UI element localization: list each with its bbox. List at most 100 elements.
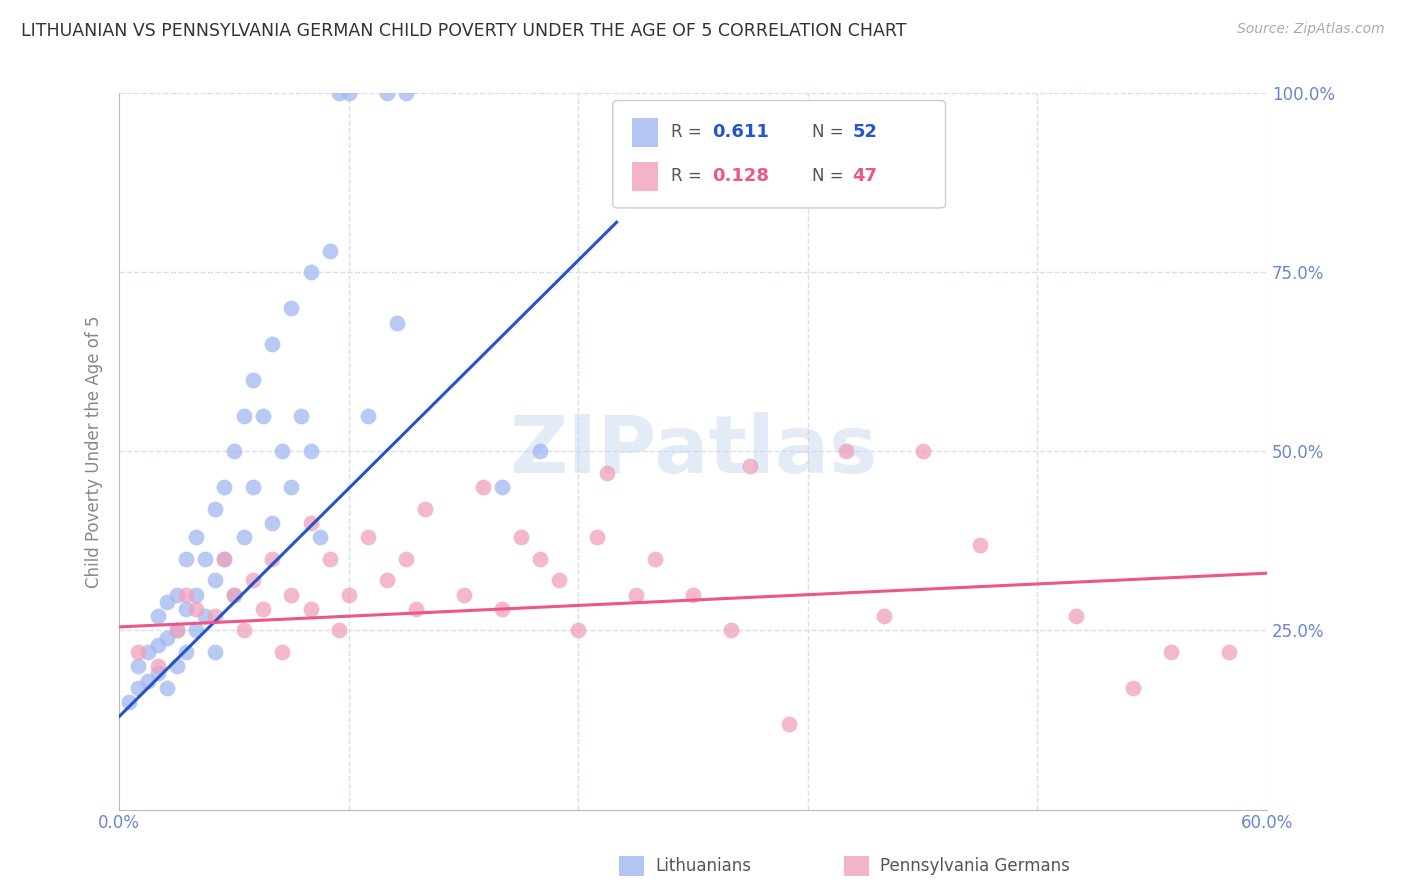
Point <box>337 588 360 602</box>
Point <box>127 681 149 695</box>
Point <box>242 574 264 588</box>
Point <box>156 595 179 609</box>
Point <box>174 588 197 602</box>
Point <box>299 444 322 458</box>
Text: Lithuanians: Lithuanians <box>655 857 751 875</box>
Point <box>510 530 533 544</box>
Point <box>194 609 217 624</box>
Point <box>214 552 236 566</box>
Point <box>184 588 207 602</box>
Text: 52: 52 <box>852 123 877 141</box>
Point <box>644 552 666 566</box>
Point <box>337 87 360 101</box>
FancyBboxPatch shape <box>613 101 946 208</box>
Text: 0.128: 0.128 <box>713 168 769 186</box>
Point <box>280 588 302 602</box>
Point <box>1064 609 1087 624</box>
Point <box>127 645 149 659</box>
Point <box>232 530 254 544</box>
Point <box>835 444 858 458</box>
Bar <box>633 162 658 191</box>
Point <box>204 645 226 659</box>
Point <box>1218 645 1240 659</box>
Point <box>262 516 284 530</box>
Point <box>156 681 179 695</box>
Point <box>222 588 245 602</box>
Point <box>252 602 274 616</box>
Point <box>184 602 207 616</box>
Text: 0.611: 0.611 <box>713 123 769 141</box>
Point <box>596 466 619 480</box>
Point <box>262 552 284 566</box>
Point <box>328 87 350 101</box>
Point <box>413 501 436 516</box>
Point <box>567 624 589 638</box>
Point <box>146 666 169 681</box>
Point <box>204 501 226 516</box>
Point <box>280 480 302 494</box>
Point <box>222 444 245 458</box>
Point <box>491 480 513 494</box>
Point <box>270 444 292 458</box>
Point <box>118 695 141 709</box>
Point <box>385 316 408 330</box>
Point <box>222 588 245 602</box>
Point <box>911 444 934 458</box>
Point <box>280 301 302 316</box>
Point <box>873 609 896 624</box>
Point <box>318 244 340 258</box>
Point <box>262 337 284 351</box>
Point <box>184 530 207 544</box>
Point <box>375 574 398 588</box>
Point <box>740 458 762 473</box>
Point <box>529 444 551 458</box>
Point <box>1160 645 1182 659</box>
Point <box>969 537 991 551</box>
Point <box>375 87 398 101</box>
Point <box>395 552 418 566</box>
Point <box>395 87 418 101</box>
Point <box>194 552 217 566</box>
Point <box>682 588 704 602</box>
Point <box>586 530 609 544</box>
Text: N =: N = <box>813 123 849 141</box>
Point <box>136 673 159 688</box>
Point <box>405 602 427 616</box>
Point <box>166 588 188 602</box>
Point <box>127 659 149 673</box>
Point <box>299 602 322 616</box>
Point <box>146 659 169 673</box>
Text: R =: R = <box>671 168 707 186</box>
Point <box>357 409 380 423</box>
Point <box>1122 681 1144 695</box>
Point <box>290 409 312 423</box>
Y-axis label: Child Poverty Under the Age of 5: Child Poverty Under the Age of 5 <box>86 315 103 588</box>
Point <box>252 409 274 423</box>
Text: Pennsylvania Germans: Pennsylvania Germans <box>880 857 1070 875</box>
Point <box>529 552 551 566</box>
Point <box>232 624 254 638</box>
Point <box>146 609 169 624</box>
Bar <box>633 118 658 146</box>
Text: Source: ZipAtlas.com: Source: ZipAtlas.com <box>1237 22 1385 37</box>
Point <box>174 552 197 566</box>
Point <box>242 373 264 387</box>
Point <box>156 631 179 645</box>
Point <box>166 659 188 673</box>
Point <box>174 602 197 616</box>
Point <box>720 624 742 638</box>
Point <box>174 645 197 659</box>
Point <box>184 624 207 638</box>
Point <box>318 552 340 566</box>
Point <box>214 552 236 566</box>
Point <box>328 624 350 638</box>
Point <box>242 480 264 494</box>
Point <box>471 480 494 494</box>
Point <box>491 602 513 616</box>
Point <box>146 638 169 652</box>
Point <box>214 480 236 494</box>
Point <box>309 530 332 544</box>
Point <box>624 588 647 602</box>
Point <box>453 588 475 602</box>
Point <box>270 645 292 659</box>
